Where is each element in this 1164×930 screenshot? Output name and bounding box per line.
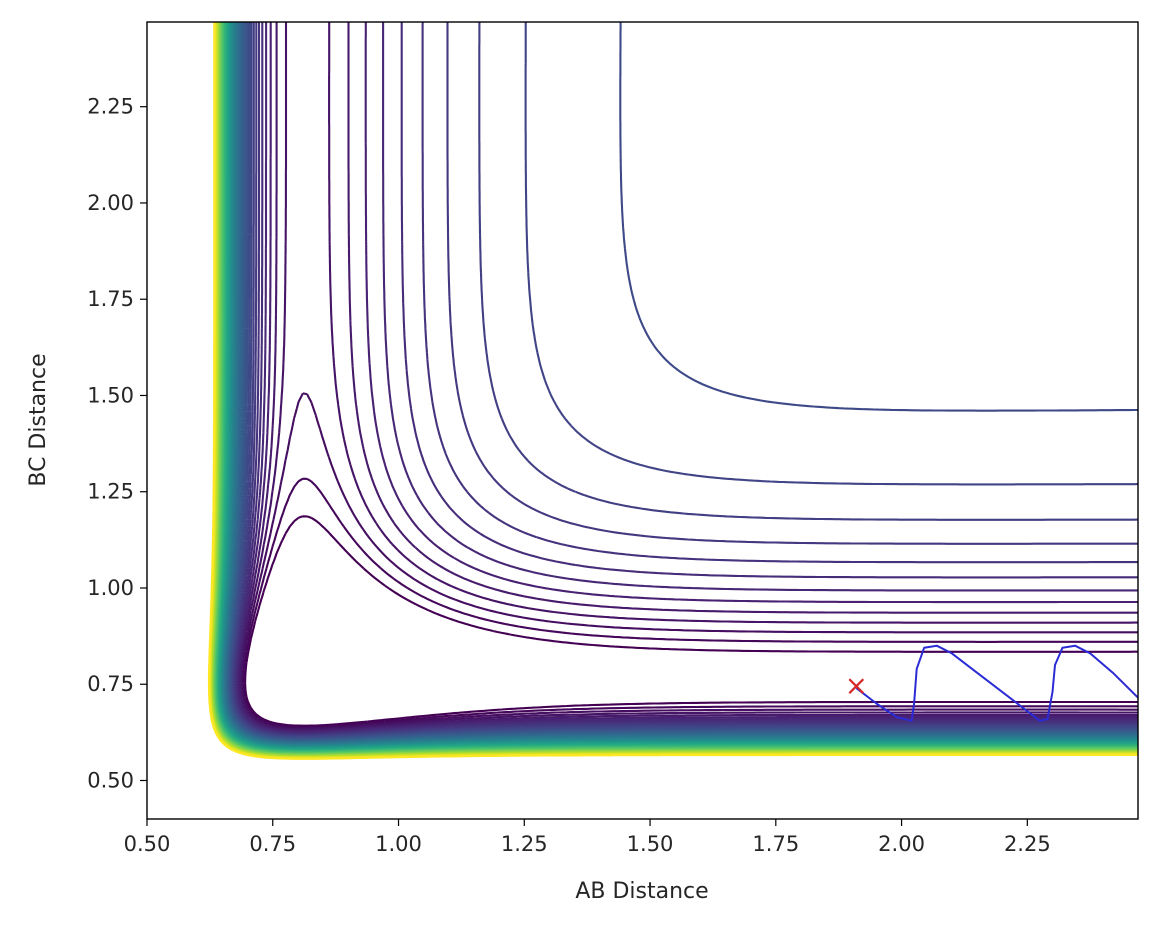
y-tick-label: 0.50 [87, 768, 134, 792]
y-tick-label: 1.50 [87, 383, 134, 407]
x-axis-label: AB Distance [575, 879, 708, 904]
y-tick-label: 1.75 [87, 287, 134, 311]
x-tick-label: 2.00 [878, 832, 925, 856]
y-tick-label: 2.25 [87, 95, 134, 119]
contour-level [242, 477, 1138, 728]
contour-level [239, 22, 1138, 731]
y-tick-label: 1.00 [87, 576, 134, 600]
x-tick-label: 0.50 [124, 832, 171, 856]
trajectory-layer [848, 644, 1138, 722]
y-tick-label: 1.25 [87, 480, 134, 504]
y-tick-label: 0.75 [87, 672, 134, 696]
plot-background [147, 22, 1138, 819]
contour-level [236, 22, 1138, 733]
x-axis: 0.50 0.75 1.00 1.25 1.50 1.75 2.00 2.25 [124, 819, 1051, 856]
x-tick-label: 2.25 [1004, 832, 1051, 856]
x-tick-label: 1.25 [501, 832, 548, 856]
x-tick-label: 0.75 [249, 832, 296, 856]
y-tick-label: 2.00 [87, 191, 134, 215]
start-marker [848, 678, 865, 694]
contour-level [238, 22, 1138, 732]
x-tick-label: 1.50 [627, 832, 674, 856]
x-tick-label: 1.75 [752, 832, 799, 856]
y-axis-label: BC Distance [26, 353, 51, 486]
contour-lines [207, 22, 1138, 760]
contour-level [244, 515, 1138, 727]
trajectory-line [855, 644, 1138, 722]
contour-level [207, 22, 1138, 760]
plot-frame [146, 21, 1139, 820]
y-axis: 0.50 0.75 1.00 1.25 1.50 1.75 2.00 2.25 [87, 95, 147, 792]
x-tick-label: 1.00 [375, 832, 422, 856]
